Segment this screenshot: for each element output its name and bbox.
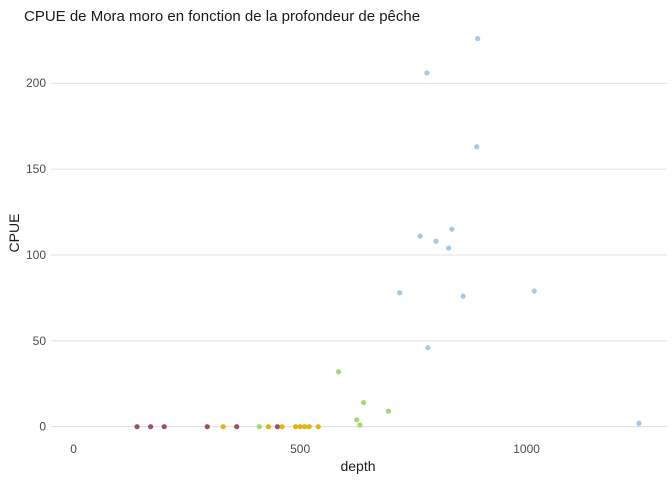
- y-tick-labels: 0 50 100 150 200: [26, 76, 46, 433]
- data-point: [531, 288, 537, 294]
- data-point: [256, 424, 262, 430]
- y-tick-label: 200: [26, 76, 46, 90]
- data-point: [354, 417, 360, 423]
- data-point: [302, 424, 308, 430]
- data-point: [475, 35, 481, 42]
- gridlines: [51, 82, 667, 428]
- x-axis-title: depth: [340, 458, 375, 474]
- x-tick-label: 0: [70, 442, 77, 456]
- data-point: [357, 422, 363, 428]
- data-point: [297, 424, 303, 430]
- data-point: [265, 424, 272, 430]
- data-point: [425, 345, 431, 351]
- data-point: [234, 424, 240, 430]
- data-points: [134, 35, 642, 430]
- data-point: [397, 290, 403, 296]
- data-point: [306, 424, 312, 430]
- data-point: [460, 293, 466, 299]
- data-point: [636, 420, 642, 426]
- data-point: [279, 424, 285, 430]
- data-point: [360, 400, 367, 406]
- data-point: [315, 424, 321, 430]
- data-point: [274, 424, 281, 430]
- y-tick-label: 100: [26, 248, 46, 262]
- data-point: [424, 70, 430, 76]
- x-tick-labels: 0 500 1000: [70, 442, 540, 456]
- chart-title: CPUE de Mora moro en fonction de la prof…: [24, 8, 420, 25]
- data-point: [292, 424, 299, 430]
- data-point: [148, 424, 154, 430]
- data-point: [161, 424, 167, 430]
- data-point: [446, 245, 452, 251]
- data-point: [134, 424, 140, 430]
- data-point: [474, 144, 480, 150]
- y-tick-label: 50: [33, 334, 47, 348]
- x-tick-label: 1000: [513, 442, 540, 456]
- data-point: [336, 369, 342, 375]
- data-point: [417, 233, 423, 239]
- y-axis-title: CPUE: [6, 214, 22, 253]
- data-point: [433, 238, 439, 244]
- data-point: [449, 226, 455, 232]
- x-tick-label: 500: [290, 442, 310, 456]
- y-tick-label: 150: [26, 162, 46, 176]
- data-point: [220, 424, 226, 430]
- data-point: [204, 424, 210, 430]
- data-point: [385, 408, 392, 414]
- y-tick-label: 0: [39, 420, 46, 434]
